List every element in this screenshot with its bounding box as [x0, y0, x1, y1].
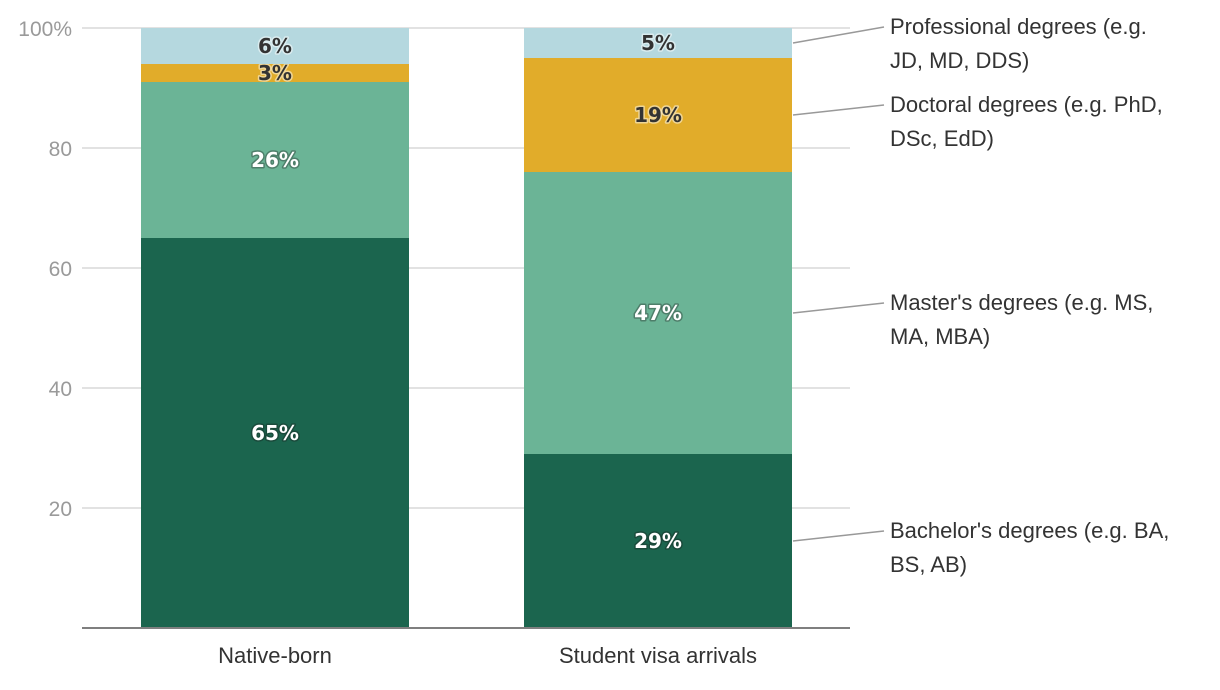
- data-label-student-visa-arrivals-master-s-degrees: 47%: [634, 301, 682, 325]
- y-tick-label-100: 100%: [18, 18, 72, 41]
- x-tick-label-student-visa-arrivals: Student visa arrivals: [559, 643, 757, 668]
- x-tick-label-native-born: Native-born: [218, 643, 332, 668]
- legend-label-master-s-degrees: Master's degrees (e.g. MS, MA, MBA): [890, 290, 1153, 349]
- legend-label-bachelor-s-degrees: Bachelor's degrees (e.g. BA, BS, AB): [890, 518, 1169, 577]
- data-label-native-born-bachelor-s-degrees: 65%: [251, 421, 299, 445]
- data-label-native-born-doctoral-degrees: 3%: [258, 61, 292, 85]
- legend-leader-line-master-s-degrees: [792, 302, 885, 314]
- bar-segment-student-visa-arrivals-professional-degrees: [524, 28, 792, 58]
- bar-segment-student-visa-arrivals-bachelor-s-degrees: [524, 454, 792, 628]
- y-tick-label-80: 80: [49, 138, 72, 161]
- bar-segment-native-born-professional-degrees: [141, 28, 409, 64]
- y-tick-label-20: 20: [49, 498, 72, 521]
- legend-leader-line-bachelor-s-degrees: [792, 530, 885, 542]
- data-label-student-visa-arrivals-bachelor-s-degrees: 29%: [634, 529, 682, 553]
- bar-segment-student-visa-arrivals-doctoral-degrees: [524, 58, 792, 172]
- legend-leader-line-doctoral-degrees: [792, 104, 885, 116]
- data-label-native-born-professional-degrees: 6%: [258, 34, 292, 58]
- legend-leader-line-professional-degrees: [792, 26, 885, 44]
- data-label-student-visa-arrivals-professional-degrees: 5%: [641, 31, 675, 55]
- bar-segment-student-visa-arrivals-master-s-degrees: [524, 172, 792, 454]
- legend-label-professional-degrees: Professional degrees (e.g. JD, MD, DDS): [890, 14, 1147, 73]
- legend-label-doctoral-degrees: Doctoral degrees (e.g. PhD, DSc, EdD): [890, 92, 1163, 151]
- data-label-student-visa-arrivals-doctoral-degrees: 19%: [634, 103, 682, 127]
- bar-segment-native-born-bachelor-s-degrees: [141, 238, 409, 628]
- bars: 65% 26% 3% 6% 29% 47% 19% 5%: [141, 28, 792, 628]
- legend: Bachelor's degrees (e.g. BA, BS, AB) Maste…: [792, 14, 1169, 577]
- data-label-native-born-master-s-degrees: 26%: [251, 148, 299, 172]
- axes: 20 40 60 80 100% Native-born Student visa arri…: [18, 18, 850, 668]
- y-tick-label-60: 60: [49, 258, 72, 281]
- y-tick-label-40: 40: [49, 378, 72, 401]
- bar-segment-native-born-doctoral-degrees: [141, 64, 409, 82]
- bar-segment-native-born-master-s-degrees: [141, 82, 409, 238]
